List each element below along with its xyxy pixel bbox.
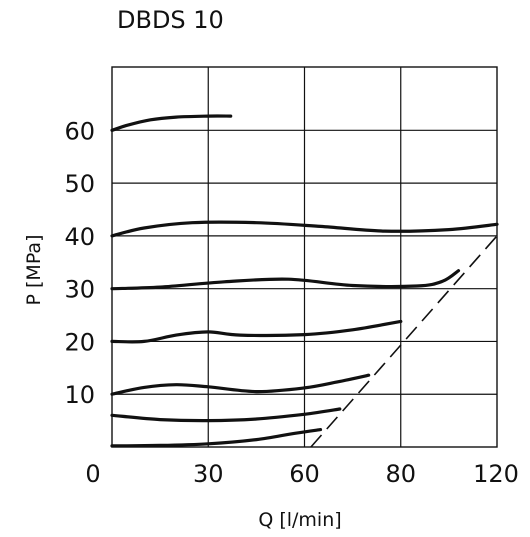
plot-frame [111,66,498,448]
series-line-6 [110,428,323,448]
x-axis-label: Q [l/min] [258,509,341,531]
x-tick-label-0: 0 [85,460,100,488]
y-axis-label: P [MPa] [23,235,45,306]
x-tick-label-3: 80 [385,460,416,488]
y-tick-label-1: 20 [64,328,95,356]
series-line-0 [110,114,233,132]
y-tick-label-0: 10 [64,381,95,409]
y-tick-label-3: 40 [64,223,95,251]
x-tick-label-4: 120 [473,460,519,488]
series-line-1 [110,220,499,238]
x-tick-label-1: 30 [193,460,224,488]
y-tick-label-2: 30 [64,276,95,304]
chart-grid [111,66,498,448]
y-tick-label-4: 50 [64,170,95,198]
chart-ticks: 10 20 30 40 50 60 0 30 60 80 120 [64,117,518,488]
series-line-5 [110,407,342,423]
series-line-2 [110,269,461,291]
x-tick-label-2: 60 [289,460,320,488]
series-line-3 [110,319,403,344]
y-tick-label-5: 60 [64,117,95,145]
chart-title: DBDS 10 [117,6,224,34]
series-line-4 [110,373,371,396]
chart-curves [110,114,499,448]
